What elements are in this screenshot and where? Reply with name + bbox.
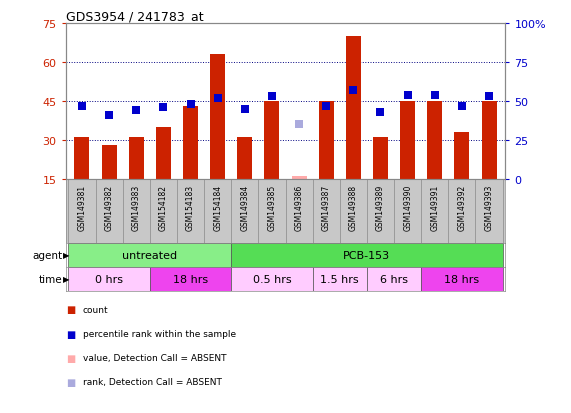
Text: GSM149390: GSM149390 bbox=[403, 184, 412, 230]
Text: ▶: ▶ bbox=[63, 251, 70, 260]
Bar bbox=[455, 133, 469, 179]
Text: GSM149382: GSM149382 bbox=[104, 184, 114, 230]
Text: ■: ■ bbox=[66, 329, 75, 339]
Bar bbox=[102, 146, 116, 179]
Text: 0 hrs: 0 hrs bbox=[95, 274, 123, 284]
Text: PCB-153: PCB-153 bbox=[343, 250, 391, 260]
Text: rank, Detection Call = ABSENT: rank, Detection Call = ABSENT bbox=[83, 377, 222, 386]
Text: ■: ■ bbox=[66, 353, 75, 363]
Bar bbox=[183, 107, 198, 179]
Text: value, Detection Call = ABSENT: value, Detection Call = ABSENT bbox=[83, 353, 226, 362]
Bar bbox=[231, 267, 313, 291]
Bar bbox=[292, 177, 307, 179]
Bar bbox=[238, 138, 252, 179]
Bar bbox=[313, 267, 367, 291]
Bar bbox=[264, 102, 279, 179]
Text: ■: ■ bbox=[66, 305, 75, 315]
Bar bbox=[367, 267, 421, 291]
Bar bbox=[400, 102, 415, 179]
Text: GSM149387: GSM149387 bbox=[321, 184, 331, 230]
Text: 18 hrs: 18 hrs bbox=[173, 274, 208, 284]
Text: GSM154183: GSM154183 bbox=[186, 184, 195, 230]
Bar bbox=[373, 138, 388, 179]
Text: GDS3954 / 241783_at: GDS3954 / 241783_at bbox=[66, 10, 203, 23]
Text: ▶: ▶ bbox=[63, 275, 70, 284]
Text: 0.5 hrs: 0.5 hrs bbox=[252, 274, 291, 284]
Text: GSM149393: GSM149393 bbox=[485, 184, 493, 230]
Bar bbox=[129, 138, 144, 179]
Bar bbox=[150, 267, 231, 291]
Bar bbox=[319, 102, 333, 179]
Text: 1.5 hrs: 1.5 hrs bbox=[320, 274, 359, 284]
Bar bbox=[156, 128, 171, 179]
Bar bbox=[210, 55, 225, 179]
Bar bbox=[421, 267, 502, 291]
Text: GSM149383: GSM149383 bbox=[132, 184, 140, 230]
Text: 6 hrs: 6 hrs bbox=[380, 274, 408, 284]
Text: GSM149391: GSM149391 bbox=[431, 184, 439, 230]
Text: 18 hrs: 18 hrs bbox=[444, 274, 480, 284]
Text: ■: ■ bbox=[66, 377, 75, 387]
Bar bbox=[74, 138, 90, 179]
Bar bbox=[427, 102, 442, 179]
Text: untreated: untreated bbox=[122, 250, 178, 260]
Text: GSM154182: GSM154182 bbox=[159, 184, 168, 230]
Text: GSM149388: GSM149388 bbox=[349, 184, 358, 230]
Bar bbox=[69, 243, 231, 267]
Text: GSM149381: GSM149381 bbox=[78, 184, 86, 230]
Bar bbox=[231, 243, 502, 267]
Text: agent: agent bbox=[33, 250, 63, 260]
Text: GSM154184: GSM154184 bbox=[213, 184, 222, 230]
Bar bbox=[346, 37, 361, 179]
Text: percentile rank within the sample: percentile rank within the sample bbox=[83, 329, 236, 338]
Bar bbox=[481, 102, 497, 179]
Text: GSM149386: GSM149386 bbox=[295, 184, 304, 230]
Bar bbox=[69, 267, 150, 291]
Text: GSM149392: GSM149392 bbox=[457, 184, 467, 230]
Text: GSM149384: GSM149384 bbox=[240, 184, 250, 230]
Text: time: time bbox=[39, 274, 63, 284]
Text: GSM149389: GSM149389 bbox=[376, 184, 385, 230]
Text: GSM149385: GSM149385 bbox=[267, 184, 276, 230]
Text: count: count bbox=[83, 305, 108, 314]
